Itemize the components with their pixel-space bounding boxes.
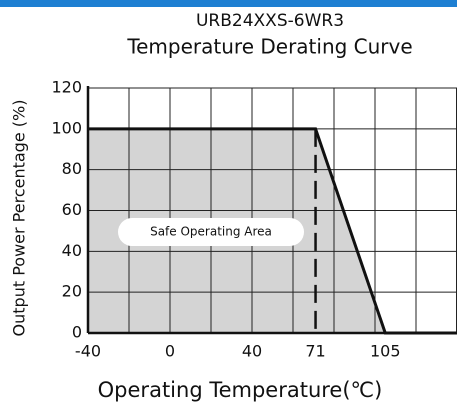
top-bar [0,0,457,7]
annotation-box [118,218,304,246]
y-tick-label: 120 [51,78,82,97]
y-tick-label: 0 [72,323,82,342]
x-tick-label: 40 [242,342,262,361]
x-tick-label: -40 [75,342,101,361]
y-tick-label: 60 [62,200,82,219]
y-tick-label: 80 [62,159,82,178]
x-tick-label: 105 [370,342,401,361]
annotation: Safe Operating Area [150,225,272,239]
x-tick-label: 0 [165,342,175,361]
derating-line [88,127,457,335]
y-tick-label: 40 [62,241,82,260]
x-tick-label: 71 [305,342,325,361]
chart-title: URB24XXS-6WR3 [196,11,344,31]
y-tick-label: 100 [51,118,82,137]
y-axis-label: Output Power Percentage (%) [10,100,29,337]
x-axis-label: Operating Temperature(℃) [98,378,383,402]
y-tick-label: 20 [62,282,82,301]
chart-subtitle: Temperature Derating Curve [126,35,412,59]
